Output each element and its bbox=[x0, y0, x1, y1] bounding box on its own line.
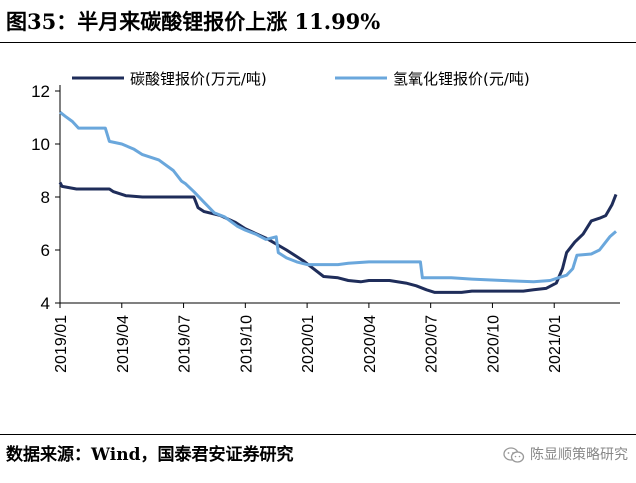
x-tick-label: 2020/01 bbox=[300, 315, 317, 373]
source-note: 数据来源：Wind，国泰君安证券研究 bbox=[6, 445, 294, 465]
y-tick-label: 6 bbox=[41, 241, 50, 260]
x-tick-label: 2019/04 bbox=[115, 315, 132, 373]
x-tick-label: 2020/04 bbox=[362, 315, 379, 373]
carbonate-price-line bbox=[58, 181, 618, 294]
hydroxide-price-line bbox=[59, 111, 617, 284]
y-tick-label: 10 bbox=[31, 135, 50, 154]
watermark: 陈显顺策略研究 bbox=[503, 440, 628, 470]
y-tick-label: 4 bbox=[41, 294, 50, 313]
title-divider bbox=[0, 42, 636, 43]
wechat-icon bbox=[503, 447, 525, 463]
x-tick-label: 2019/07 bbox=[177, 315, 194, 373]
page-title: 图35：半月来碳酸锂报价上涨 11.99% bbox=[6, 9, 381, 34]
y-tick-label: 12 bbox=[31, 82, 50, 101]
y-tick-label: 8 bbox=[41, 188, 50, 207]
x-tick-label: 2021/01 bbox=[547, 315, 564, 373]
x-tick-label: 2019/10 bbox=[238, 315, 255, 373]
source-divider bbox=[0, 434, 636, 435]
watermark-text: 陈显顺策略研究 bbox=[530, 447, 628, 463]
x-tick-label: 2020/07 bbox=[424, 315, 441, 373]
legend-label-2: 氢氧化锂报价(元/吨) bbox=[393, 70, 530, 88]
x-tick-label: 2020/10 bbox=[485, 315, 502, 373]
line-chart: 4 6 8 10 12 2019/01 2019/04 2019/07 2019/10 2020/… bbox=[31, 70, 620, 373]
x-tick-label: 2019/01 bbox=[53, 315, 70, 373]
legend-label-1: 碳酸锂报价(万元/吨) bbox=[130, 70, 267, 88]
